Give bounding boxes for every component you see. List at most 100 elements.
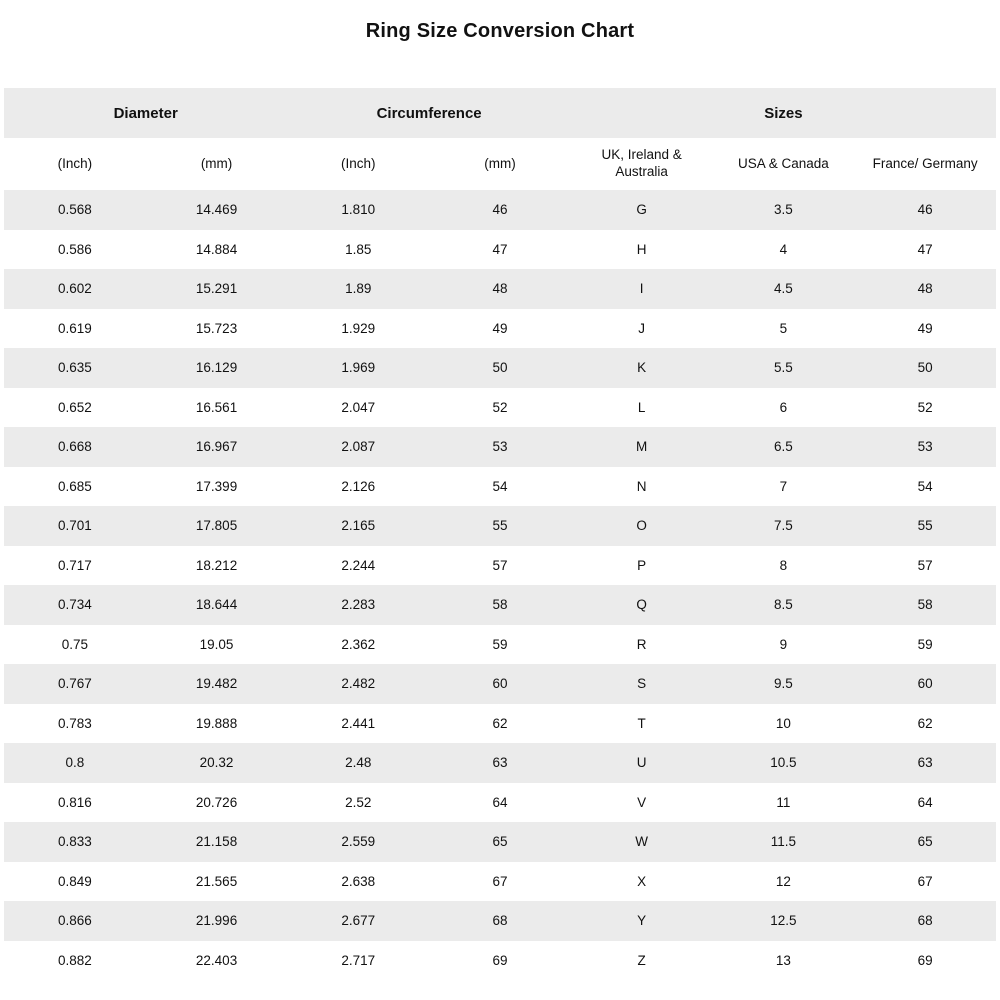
- table-cell: 15.723: [145, 308, 288, 348]
- table-cell: 19.05: [145, 624, 288, 664]
- table-cell: 62: [854, 703, 996, 743]
- column-header-usa-canada: USA & Canada: [712, 138, 855, 190]
- table-cell: 9.5: [712, 664, 855, 704]
- table-row: 0.652 16.561 2.047 52 L 6 52: [4, 387, 996, 427]
- table-cell: Q: [570, 585, 713, 625]
- table-cell: 62: [429, 703, 571, 743]
- table-cell: 11.5: [712, 822, 855, 862]
- table-cell: V: [570, 782, 713, 822]
- table-cell: 47: [854, 229, 996, 269]
- table-cell: X: [570, 861, 713, 901]
- table-cell: 63: [429, 743, 571, 783]
- table-cell: Y: [570, 901, 713, 941]
- table-cell: 0.619: [4, 308, 146, 348]
- table-header: Diameter Circumference Sizes (Inch) (mm)…: [4, 88, 996, 190]
- table-cell: 20.726: [145, 782, 288, 822]
- ring-size-table: Diameter Circumference Sizes (Inch) (mm)…: [4, 88, 996, 980]
- table-cell: 19.482: [145, 664, 288, 704]
- table-cell: 0.833: [4, 822, 146, 862]
- table-row: 0.586 14.884 1.85 47 H 4 47: [4, 229, 996, 269]
- table-cell: 16.561: [145, 387, 288, 427]
- table-cell: 0.668: [4, 427, 146, 467]
- table-cell: 2.559: [287, 822, 430, 862]
- table-cell: 8: [712, 545, 855, 585]
- table-cell: 2.283: [287, 585, 430, 625]
- group-header-sizes: Sizes: [570, 88, 996, 138]
- table-cell: L: [570, 387, 713, 427]
- table-cell: U: [570, 743, 713, 783]
- table-cell: 46: [854, 190, 996, 230]
- table-cell: 0.635: [4, 348, 146, 388]
- table-cell: 65: [429, 822, 571, 862]
- table-cell: 64: [854, 782, 996, 822]
- table-cell: 20.32: [145, 743, 288, 783]
- table-cell: 0.602: [4, 269, 146, 309]
- table-cell: 14.884: [145, 229, 288, 269]
- table-cell: 11: [712, 782, 855, 822]
- table-cell: T: [570, 703, 713, 743]
- table-cell: K: [570, 348, 713, 388]
- table-body: 0.568 14.469 1.810 46 G 3.5 46 0.586 14.884 1.85 4…: [4, 190, 996, 980]
- table-cell: 48: [854, 269, 996, 309]
- table-cell: 14.469: [145, 190, 288, 230]
- column-header-france-germany: France/ Germany: [854, 138, 996, 190]
- table-cell: 2.165: [287, 506, 430, 546]
- column-header-row: (Inch) (mm) (Inch) (mm) UK, Ireland & Au…: [4, 138, 996, 190]
- table-cell: 57: [854, 545, 996, 585]
- table-cell: 6: [712, 387, 855, 427]
- table-cell: 18.644: [145, 585, 288, 625]
- table-cell: 9: [712, 624, 855, 664]
- table-cell: 68: [429, 901, 571, 941]
- table-cell: 0.75: [4, 624, 146, 664]
- table-cell: 4.5: [712, 269, 855, 309]
- table-cell: 5.5: [712, 348, 855, 388]
- table-cell: G: [570, 190, 713, 230]
- table-cell: 52: [854, 387, 996, 427]
- table-cell: 12.5: [712, 901, 855, 941]
- table-cell: 15.291: [145, 269, 288, 309]
- table-row: 0.833 21.158 2.559 65 W 11.5 65: [4, 822, 996, 862]
- table-cell: 0.767: [4, 664, 146, 704]
- table-cell: 63: [854, 743, 996, 783]
- table-cell: 2.047: [287, 387, 430, 427]
- table-cell: 0.717: [4, 545, 146, 585]
- table-cell: 6.5: [712, 427, 855, 467]
- table-row: 0.767 19.482 2.482 60 S 9.5 60: [4, 664, 996, 704]
- table-cell: 21.565: [145, 861, 288, 901]
- table-cell: 21.158: [145, 822, 288, 862]
- table-row: 0.849 21.565 2.638 67 X 12 67: [4, 861, 996, 901]
- table-row: 0.8 20.32 2.48 63 U 10.5 63: [4, 743, 996, 783]
- table-row: 0.619 15.723 1.929 49 J 5 49: [4, 308, 996, 348]
- group-header-row: Diameter Circumference Sizes: [4, 88, 996, 138]
- table-row: 0.635 16.129 1.969 50 K 5.5 50: [4, 348, 996, 388]
- table-cell: 0.849: [4, 861, 146, 901]
- table-cell: 1.929: [287, 308, 430, 348]
- table-cell: 58: [429, 585, 571, 625]
- table-cell: 49: [854, 308, 996, 348]
- group-header-circumference: Circumference: [287, 88, 571, 138]
- table-cell: 0.685: [4, 466, 146, 506]
- table-cell: I: [570, 269, 713, 309]
- table-cell: 0.586: [4, 229, 146, 269]
- table-cell: 2.441: [287, 703, 430, 743]
- table-cell: 69: [854, 940, 996, 980]
- table-cell: 3.5: [712, 190, 855, 230]
- table-cell: 12: [712, 861, 855, 901]
- table-cell: 1.89: [287, 269, 430, 309]
- table-cell: N: [570, 466, 713, 506]
- table-row: 0.866 21.996 2.677 68 Y 12.5 68: [4, 901, 996, 941]
- table-cell: P: [570, 545, 713, 585]
- table-cell: 7: [712, 466, 855, 506]
- table-cell: 1.969: [287, 348, 430, 388]
- table-cell: S: [570, 664, 713, 704]
- table-cell: 0.816: [4, 782, 146, 822]
- column-header-circumference-inch: (Inch): [287, 138, 430, 190]
- table-cell: 49: [429, 308, 571, 348]
- table-cell: 68: [854, 901, 996, 941]
- table-cell: 0.866: [4, 901, 146, 941]
- table-row: 0.685 17.399 2.126 54 N 7 54: [4, 466, 996, 506]
- table-cell: 53: [854, 427, 996, 467]
- table-cell: 55: [429, 506, 571, 546]
- table-cell: 0.734: [4, 585, 146, 625]
